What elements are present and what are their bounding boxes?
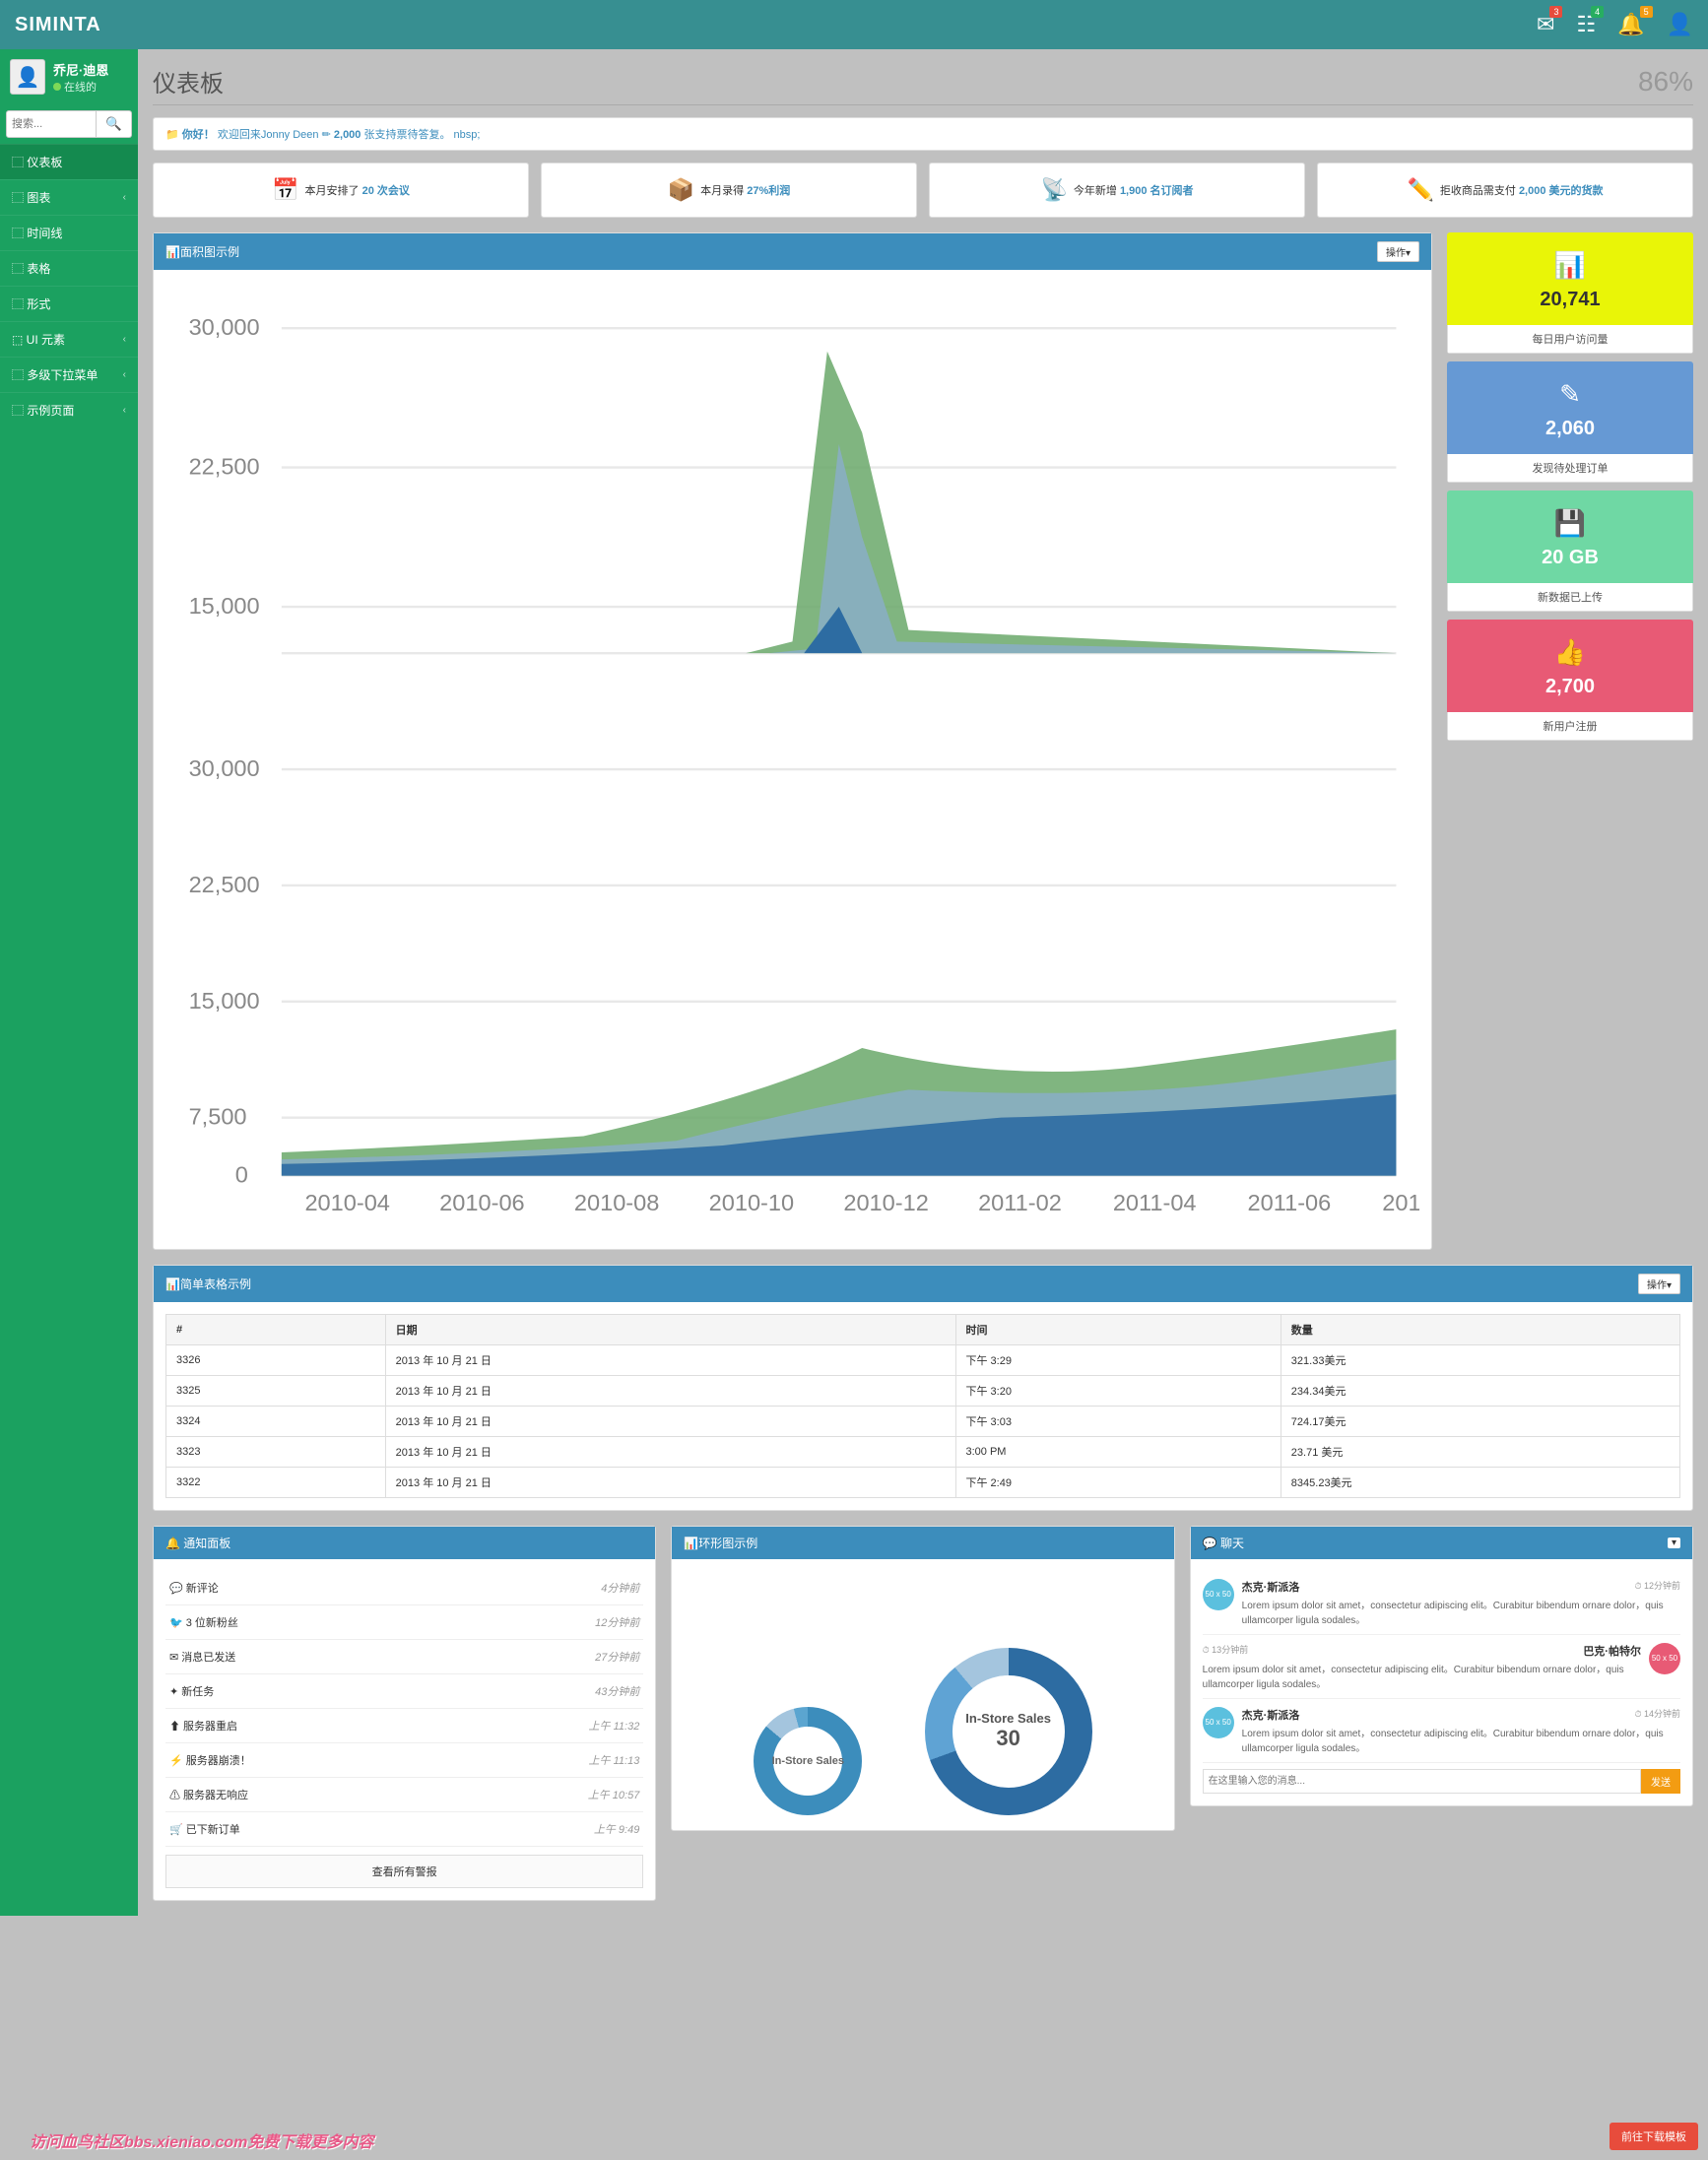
svg-text:15,000: 15,000	[189, 988, 260, 1014]
notif-item[interactable]: 🛒 已下新订单上午 9:49	[165, 1812, 643, 1847]
stat-card: ✏️拒收商品需支付 2,000 美元的货款	[1317, 163, 1693, 218]
table-row: 33232013 年 10 月 21 日3:00 PM23.71 美元	[166, 1436, 1680, 1467]
area-chart: 30,000 22,500 15,000 30,000 22,500 15,000 7,5…	[165, 282, 1419, 1234]
chat-message: 50 x 50⏱ 12分钟前杰克·斯派洛Lorem ipsum dolor si…	[1203, 1571, 1680, 1635]
svg-text:2011-02: 2011-02	[978, 1190, 1062, 1215]
bell-icon[interactable]: 🔔5	[1617, 12, 1644, 37]
svg-text:22,500: 22,500	[189, 454, 260, 480]
mail-icon[interactable]: ✉3	[1537, 12, 1554, 37]
view-all-button[interactable]: 查看所有警报	[165, 1855, 643, 1888]
notif-title: 🔔 通知面板	[165, 1535, 230, 1551]
notif-item[interactable]: ✉ 消息已发送27分钟前	[165, 1640, 643, 1674]
user-icon[interactable]: 👤	[1667, 12, 1693, 37]
nav-item[interactable]: ⬚ UI 元素‹	[0, 321, 138, 357]
svg-text:2011-08: 2011-08	[1382, 1190, 1419, 1215]
top-header: SIMINTA ✉3 ☷4 🔔5 👤	[0, 0, 1708, 49]
svg-text:2010-10: 2010-10	[709, 1190, 794, 1215]
chat-message: 50 x 50⏱ 14分钟前杰克·斯派洛Lorem ipsum dolor si…	[1203, 1699, 1680, 1763]
svg-text:30,000: 30,000	[189, 755, 260, 781]
notif-item[interactable]: ⚡ 服务器崩溃！上午 11:13	[165, 1743, 643, 1778]
avatar: 👤	[10, 59, 45, 95]
search-button[interactable]: 🔍	[97, 110, 132, 138]
nav-item[interactable]: ⬚ 形式	[0, 286, 138, 321]
tasks-icon[interactable]: ☷4	[1576, 12, 1596, 37]
svg-text:0: 0	[235, 1162, 248, 1188]
nav-item[interactable]: ⬚ 多级下拉菜单‹	[0, 357, 138, 392]
svg-text:2011-06: 2011-06	[1248, 1190, 1332, 1215]
download-template-button[interactable]: 前往下载模板	[1609, 2123, 1698, 2150]
nav-item[interactable]: ⬚ 仪表板	[0, 144, 138, 179]
watermark: 访问血鸟社区bbs.xieniao.com免费下载更多内容	[30, 2128, 373, 2152]
side-tiles: 📊20,741每日用户访问量✎2,060发现待处理订单💾20 GB新数据已上传👍…	[1447, 232, 1693, 741]
info-tile[interactable]: 💾20 GB新数据已上传	[1447, 491, 1693, 612]
svg-text:2010-08: 2010-08	[574, 1190, 659, 1215]
svg-text:30,000: 30,000	[189, 314, 260, 340]
notif-panel: 🔔 通知面板 💬 新评论4分钟前🐦 3 位新粉丝12分钟前✉ 消息已发送27分钟…	[153, 1526, 656, 1901]
user-status: 在线的	[53, 79, 108, 95]
logo: SIMINTA	[15, 14, 101, 36]
table-panel: 📊简单表格示例 操作▾ #日期时间数量 33262013 年 10 月 21 日…	[153, 1265, 1693, 1511]
stat-card: 📦本月录得 27%利润	[541, 163, 917, 218]
svg-text:2010-12: 2010-12	[843, 1190, 928, 1215]
area-chart-title: 📊面积图示例	[165, 243, 239, 260]
area-chart-panel: 📊面积图示例 操作▾ 30,000 22,500 15,000 30,000 22,5…	[153, 232, 1432, 1250]
chat-message: 50 x 50⏱ 13分钟前巴克·帕特尔Lorem ipsum dolor si…	[1203, 1635, 1680, 1699]
area-chart-op-button[interactable]: 操作▾	[1377, 241, 1419, 262]
nav-item[interactable]: ⬚ 时间线	[0, 215, 138, 250]
table-op-button[interactable]: 操作▾	[1638, 1274, 1680, 1294]
notif-item[interactable]: 💬 新评论4分钟前	[165, 1571, 643, 1605]
notif-item[interactable]: ⬆ 服务器重启上午 11:32	[165, 1709, 643, 1743]
table-row: 33222013 年 10 月 21 日下午 2:498345.23美元	[166, 1467, 1680, 1497]
svg-text:15,000: 15,000	[189, 593, 260, 619]
stat-row: 📅本月安排了 20 次会议📦本月录得 27%利润📡今年新增 1,900 名订阅者…	[153, 163, 1693, 218]
info-tile[interactable]: ✎2,060发现待处理订单	[1447, 361, 1693, 483]
page-head: 仪表板 86%	[153, 64, 1693, 105]
info-tile[interactable]: 📊20,741每日用户访问量	[1447, 232, 1693, 354]
data-table: #日期时间数量 33262013 年 10 月 21 日下午 3:29321.3…	[165, 1314, 1680, 1498]
chat-panel: 💬 聊天 ▾ 50 x 50⏱ 12分钟前杰克·斯派洛Lorem ipsum d…	[1190, 1526, 1693, 1806]
notif-item[interactable]: ✦ 新任务43分钟前	[165, 1674, 643, 1709]
table-row: 33242013 年 10 月 21 日下午 3:03724.17美元	[166, 1406, 1680, 1436]
welcome-alert: 📁 你好！ 欢迎回来Jonny Deen ✏ 2,000 张支持票待答复。 nb…	[153, 117, 1693, 151]
top-icons: ✉3 ☷4 🔔5 👤	[1537, 12, 1693, 37]
nav-item[interactable]: ⬚ 图表‹	[0, 179, 138, 215]
main: 仪表板 86% 📁 你好！ 欢迎回来Jonny Deen ✏ 2,000 张支持…	[138, 49, 1708, 1916]
donut-panel: 📊环形图示例 In-Store Sales In-Store Sales30	[671, 1526, 1174, 1831]
user-panel: 👤 乔尼·迪恩 在线的	[0, 49, 138, 104]
sidebar: 👤 乔尼·迪恩 在线的 🔍 ⬚ 仪表板⬚ 图表‹⬚ 时间线⬚ 表格⬚ 形式⬚ U…	[0, 49, 138, 1916]
svg-text:2010-06: 2010-06	[439, 1190, 524, 1215]
donut-chart-1: In-Store Sales	[754, 1707, 862, 1815]
table-title: 📊简单表格示例	[165, 1276, 251, 1292]
svg-text:22,500: 22,500	[189, 872, 260, 897]
user-name: 乔尼·迪恩	[53, 60, 108, 79]
svg-text:2011-04: 2011-04	[1113, 1190, 1197, 1215]
svg-text:2010-04: 2010-04	[304, 1190, 389, 1215]
chat-collapse-icon[interactable]: ▾	[1668, 1538, 1680, 1548]
donut-title: 📊环形图示例	[684, 1535, 757, 1551]
info-tile[interactable]: 👍2,700新用户注册	[1447, 620, 1693, 741]
search-input[interactable]	[6, 110, 97, 138]
svg-text:7,500: 7,500	[189, 1104, 247, 1130]
table-row: 33252013 年 10 月 21 日下午 3:20234.34美元	[166, 1375, 1680, 1406]
page-percent: 86%	[1638, 66, 1693, 98]
stat-card: 📅本月安排了 20 次会议	[153, 163, 529, 218]
notif-item[interactable]: 🐦 3 位新粉丝12分钟前	[165, 1605, 643, 1640]
chat-input[interactable]	[1203, 1769, 1641, 1794]
chat-title: 💬 聊天	[1203, 1535, 1244, 1551]
page-title: 仪表板	[153, 64, 224, 98]
nav-menu: ⬚ 仪表板⬚ 图表‹⬚ 时间线⬚ 表格⬚ 形式⬚ UI 元素‹⬚ 多级下拉菜单‹…	[0, 144, 138, 427]
nav-item[interactable]: ⬚ 示例页面‹	[0, 392, 138, 427]
chat-send-button[interactable]: 发送	[1641, 1769, 1680, 1794]
stat-card: 📡今年新增 1,900 名订阅者	[929, 163, 1305, 218]
donut-chart-2: In-Store Sales30	[925, 1648, 1092, 1815]
nav-item[interactable]: ⬚ 表格	[0, 250, 138, 286]
table-row: 33262013 年 10 月 21 日下午 3:29321.33美元	[166, 1344, 1680, 1375]
notif-item[interactable]: ⚠ 服务器无响应上午 10:57	[165, 1778, 643, 1812]
